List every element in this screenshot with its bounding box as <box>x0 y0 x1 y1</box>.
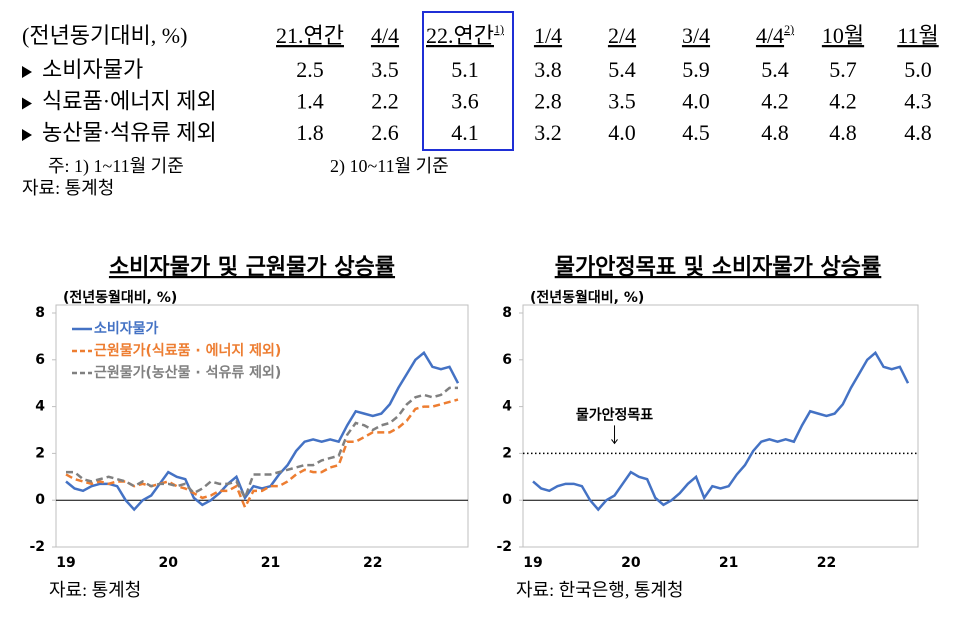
table-cell: 4.8 <box>829 120 857 145</box>
legend-label: 소비자물가 <box>94 321 159 337</box>
table-cell: 3.5 <box>371 57 399 82</box>
y-tick-label: 8 <box>502 305 512 321</box>
table-cell: 2.2 <box>371 89 399 114</box>
table-cell: 4.1 <box>451 120 479 145</box>
table-header: 1/4 <box>534 23 562 48</box>
table-cell: 5.4 <box>761 57 789 82</box>
chart-subtitle: (전년동월대비, %) <box>530 289 644 306</box>
y-tick-label: 4 <box>35 399 45 415</box>
y-tick-label: 6 <box>502 352 512 368</box>
table-cell: 3.8 <box>534 57 562 82</box>
row-marker <box>22 129 32 141</box>
x-tick-label: 19 <box>56 555 75 571</box>
table-cell: 1.4 <box>296 89 324 114</box>
table-cell: 4.8 <box>904 120 932 145</box>
table-cell: 4.2 <box>761 89 789 114</box>
target-arrow <box>611 425 618 445</box>
table-header: 2/4 <box>608 23 636 48</box>
table-header: 11월 <box>897 23 938 48</box>
chart-title: 물가안정목표 및 소비자물가 상승률 <box>555 255 882 280</box>
table-cell: 3.6 <box>451 89 479 114</box>
y-tick-label: 2 <box>35 445 45 461</box>
table-cell: 2.8 <box>534 89 562 114</box>
table-cell: 4.0 <box>608 120 636 145</box>
table-cell: 5.9 <box>682 57 710 82</box>
x-tick-label: 21 <box>261 555 280 571</box>
x-tick-label: 22 <box>817 555 836 571</box>
y-tick-label: 6 <box>35 352 45 368</box>
y-tick-label: 8 <box>35 305 45 321</box>
table-cell: 3.5 <box>608 89 636 114</box>
data-line <box>532 350 910 512</box>
header-sup: 1) <box>494 22 504 36</box>
x-tick-label: 22 <box>363 555 382 571</box>
table-cell: 2.6 <box>371 120 399 145</box>
note: 2) 10~11월 기준 <box>330 156 449 177</box>
table-header: 4/42) <box>756 22 794 48</box>
table-cell: 2.5 <box>296 57 324 82</box>
row-label: 식료품·에너지 제외 <box>42 89 217 114</box>
table-header: (전년동기대비, %) <box>22 23 187 48</box>
chart-subtitle: (전년동월대비, %) <box>63 289 177 306</box>
table-header: 4/4 <box>371 23 399 48</box>
table-cell: 5.7 <box>829 57 857 82</box>
y-tick-label: -2 <box>496 539 512 555</box>
plot-area <box>55 304 469 548</box>
data-line <box>65 350 460 512</box>
header-text: 22.연간 <box>426 23 494 48</box>
y-tick-label: 0 <box>502 492 512 508</box>
table-cell: 4.8 <box>761 120 789 145</box>
x-tick-label: 20 <box>159 555 179 571</box>
table-cell: 1.8 <box>296 120 324 145</box>
legend-label: 근원물가(식료품 · 에너지 제외) <box>94 342 281 359</box>
table-cell: 3.2 <box>534 120 562 145</box>
table-header: 3/4 <box>682 23 710 48</box>
table-cell: 4.5 <box>682 120 710 145</box>
x-tick-label: 21 <box>719 555 738 571</box>
header-text: 4/4 <box>756 23 784 48</box>
table-header: 10월 <box>822 23 864 48</box>
table-cell: 5.1 <box>451 57 479 82</box>
row-marker <box>22 97 32 110</box>
row-label: 농산물·석유류 제외 <box>42 120 217 145</box>
target-label: 물가안정목표 <box>576 406 653 423</box>
x-tick-label: 20 <box>621 555 641 571</box>
data-line <box>65 398 459 511</box>
y-tick-label: 2 <box>502 445 512 461</box>
table-cell: 5.0 <box>904 57 932 82</box>
table-cell: 4.0 <box>682 89 710 114</box>
legend-label: 근원물가(농산물 · 석유류 제외) <box>94 364 281 381</box>
header-sup: 2) <box>784 22 794 36</box>
x-tick-label: 19 <box>523 555 542 571</box>
row-marker <box>22 66 32 78</box>
y-tick-label: -2 <box>29 539 45 555</box>
table-header: 21.연간 <box>276 23 344 48</box>
table-header: 22.연간1) <box>426 22 504 48</box>
chart-source: 자료: 한국은행, 통계청 <box>516 580 684 600</box>
y-tick-label: 4 <box>502 399 512 415</box>
chart-title: 소비자물가 및 근원물가 상승률 <box>109 255 395 280</box>
table-cell: 5.4 <box>608 57 636 82</box>
plot-area <box>522 304 919 548</box>
y-tick-label: 0 <box>35 492 45 508</box>
source: 자료: 통계청 <box>22 178 114 198</box>
highlight-box <box>422 11 514 151</box>
table-cell: 4.3 <box>904 89 932 114</box>
chart-source: 자료: 통계청 <box>49 580 141 600</box>
table-cell: 4.2 <box>829 89 857 114</box>
note: 주: 1) 1~11월 기준 <box>48 156 184 177</box>
row-label: 소비자물가 <box>42 57 143 82</box>
data-line <box>66 386 458 501</box>
